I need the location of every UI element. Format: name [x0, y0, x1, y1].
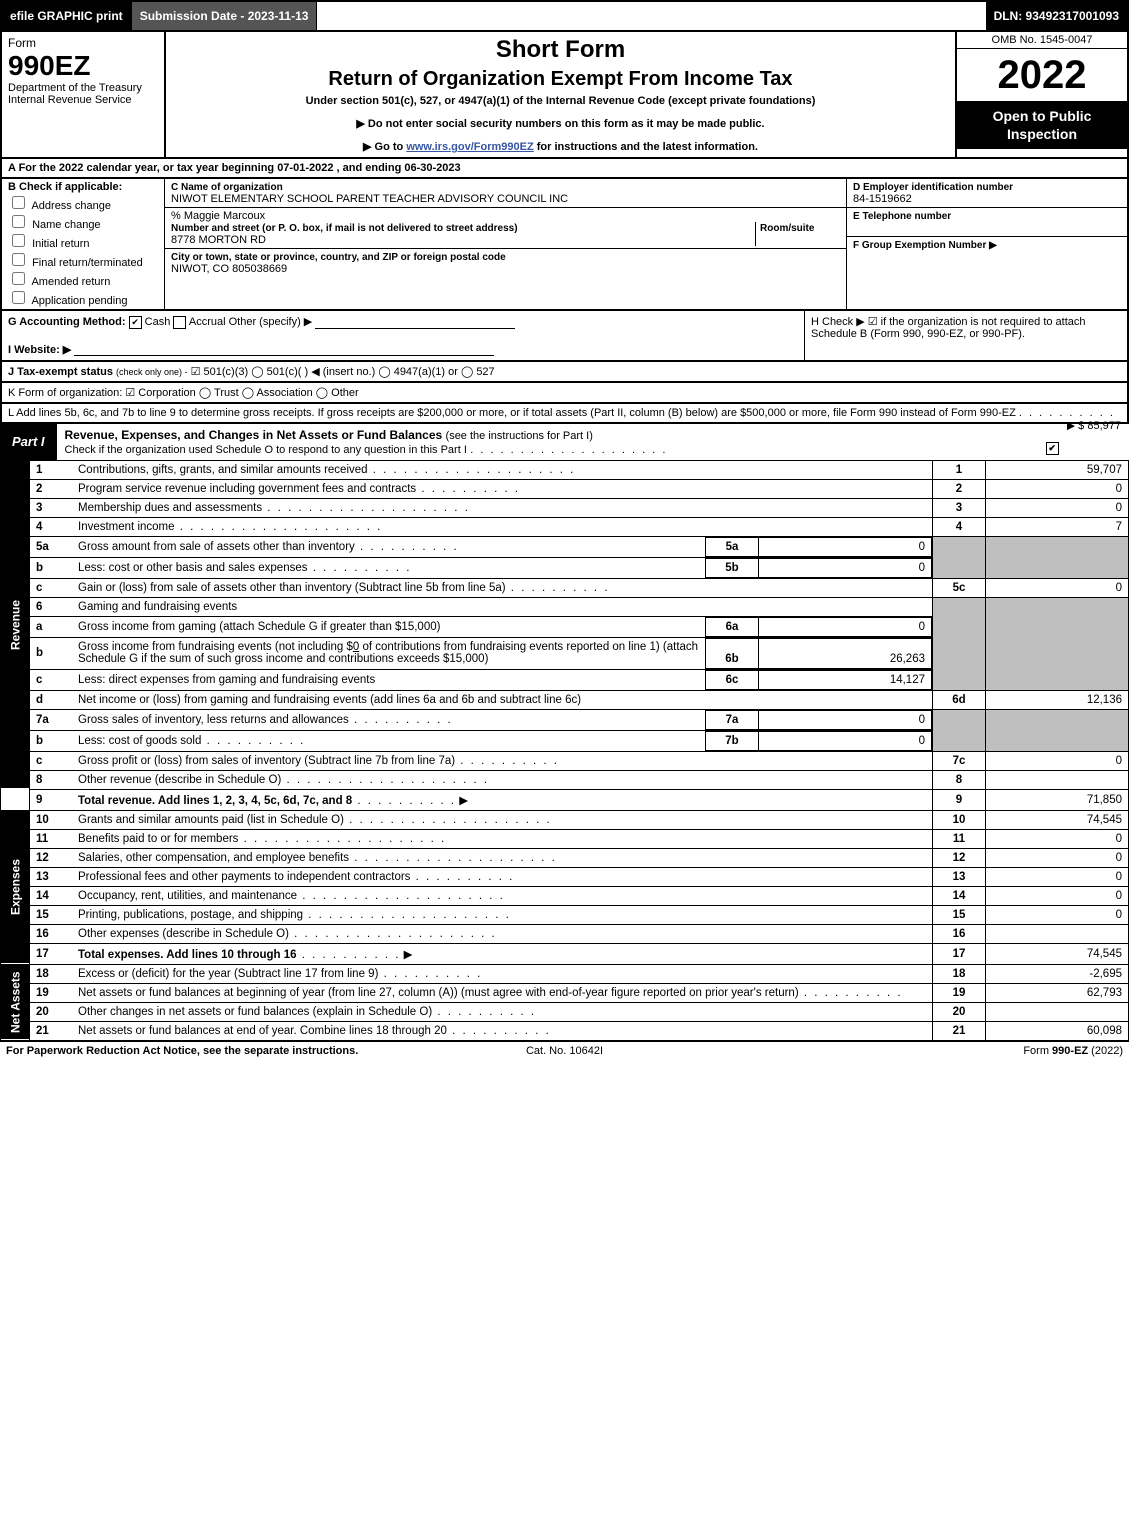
care-of: % Maggie Marcoux	[171, 210, 265, 222]
omb-number: OMB No. 1545-0047	[957, 32, 1127, 49]
col-def: D Employer identification number 84-1519…	[846, 179, 1127, 309]
section-ghi: G Accounting Method: ✔ Cash Accrual Othe…	[0, 311, 1129, 362]
tax-year: 2022	[957, 49, 1127, 101]
expenses-sidelabel: Expenses	[1, 810, 30, 964]
section-bcdef: B Check if applicable: Address change Na…	[0, 179, 1129, 311]
form-subtitle: Under section 501(c), 527, or 4947(a)(1)…	[176, 95, 945, 107]
ein-value: 84-1519662	[853, 193, 912, 205]
col-b: B Check if applicable: Address change Na…	[2, 179, 165, 309]
ein-label: D Employer identification number	[853, 182, 1013, 193]
revenue-sidelabel: Revenue	[1, 460, 30, 789]
check-final-return[interactable]: Final return/terminated	[8, 250, 158, 269]
department-label: Department of the Treasury Internal Reve…	[8, 82, 158, 106]
footer-left: For Paperwork Reduction Act Notice, see …	[6, 1045, 378, 1057]
short-form-title: Short Form	[176, 36, 945, 64]
check-application-pending[interactable]: Application pending	[8, 288, 158, 307]
header-note1: ▶ Do not enter social security numbers o…	[176, 117, 945, 130]
city-label: City or town, state or province, country…	[171, 252, 506, 263]
check-address-change[interactable]: Address change	[8, 193, 158, 212]
header-note2: ▶ Go to www.irs.gov/Form990EZ for instru…	[176, 140, 945, 153]
form-title: Return of Organization Exempt From Incom…	[176, 68, 945, 91]
check-initial-return[interactable]: Initial return	[8, 231, 158, 250]
part1-label: Part I	[0, 430, 57, 453]
line-l-amount: ▶ $ 85,977	[1067, 419, 1121, 432]
col-c: C Name of organization NIWOT ELEMENTARY …	[165, 179, 846, 309]
page-footer: For Paperwork Reduction Act Notice, see …	[0, 1041, 1129, 1060]
netassets-sidelabel: Net Assets	[1, 964, 30, 1040]
header-right: OMB No. 1545-0047 2022 Open to Public In…	[955, 32, 1127, 157]
name-label: C Name of organization	[171, 182, 283, 193]
col-b-title: B Check if applicable:	[8, 181, 122, 193]
street-address: 8778 MORTON RD	[171, 234, 266, 246]
header-left: Form 990EZ Department of the Treasury In…	[2, 32, 166, 157]
room-label: Room/suite	[760, 223, 814, 234]
tel-label: E Telephone number	[853, 211, 951, 222]
section-l: L Add lines 5b, 6c, and 7b to line 9 to …	[0, 404, 1129, 424]
top-bar: efile GRAPHIC print Submission Date - 20…	[0, 0, 1129, 32]
part1-title: Revenue, Expenses, and Changes in Net As…	[57, 424, 1067, 460]
note2-pre: ▶ Go to	[363, 141, 406, 153]
part1-table: Revenue 1Contributions, gifts, grants, a…	[0, 460, 1129, 1041]
efile-print-button[interactable]: efile GRAPHIC print	[2, 2, 132, 30]
line-a: A For the 2022 calendar year, or tax yea…	[0, 159, 1129, 179]
line-l-text: L Add lines 5b, 6c, and 7b to line 9 to …	[8, 407, 1016, 419]
part1-header: Part I Revenue, Expenses, and Changes in…	[0, 424, 1067, 460]
header-center: Short Form Return of Organization Exempt…	[166, 32, 955, 157]
street-label: Number and street (or P. O. box, if mail…	[171, 223, 518, 234]
form-number: 990EZ	[8, 50, 158, 82]
submission-date-button[interactable]: Submission Date - 2023-11-13	[132, 2, 318, 30]
check-name-change[interactable]: Name change	[8, 212, 158, 231]
section-k: K Form of organization: ☑ Corporation ◯ …	[0, 383, 1129, 404]
line-g: G Accounting Method: ✔ Cash Accrual Othe…	[8, 315, 798, 329]
city-state-zip: NIWOT, CO 805038669	[171, 263, 287, 275]
line-h: H Check ▶ ☑ if the organization is not r…	[804, 311, 1127, 360]
dln-label: DLN: 93492317001093	[986, 2, 1127, 30]
form-word: Form	[8, 36, 158, 50]
footer-right: Form 990-EZ (2022)	[751, 1045, 1123, 1057]
footer-catno: Cat. No. 10642I	[378, 1045, 750, 1057]
open-to-public: Open to Public Inspection	[957, 101, 1127, 149]
section-j: J Tax-exempt status (check only one) - ☑…	[0, 362, 1129, 383]
topbar-spacer	[317, 2, 985, 30]
line-i: I Website: ▶	[8, 343, 798, 356]
line-a-text: A For the 2022 calendar year, or tax yea…	[8, 162, 461, 174]
check-amended-return[interactable]: Amended return	[8, 269, 158, 288]
org-name: NIWOT ELEMENTARY SCHOOL PARENT TEACHER A…	[171, 193, 568, 205]
form-header: Form 990EZ Department of the Treasury In…	[0, 32, 1129, 159]
group-exemption-label: F Group Exemption Number ▶	[853, 240, 997, 251]
irs-link[interactable]: www.irs.gov/Form990EZ	[406, 141, 533, 153]
note2-post: for instructions and the latest informat…	[534, 141, 758, 153]
